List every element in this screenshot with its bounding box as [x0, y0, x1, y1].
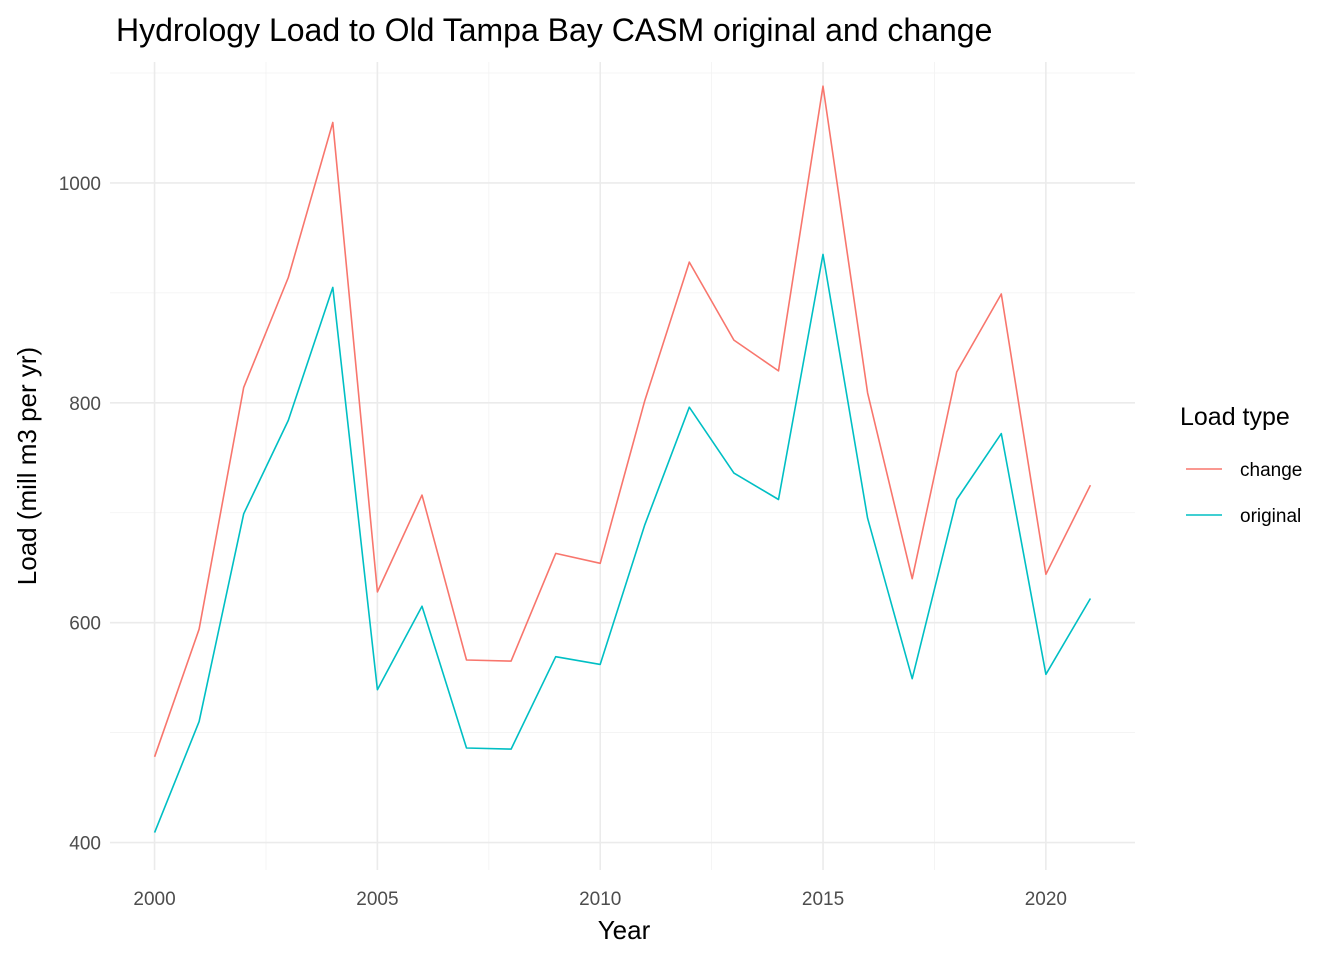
x-axis-title: Year [598, 915, 651, 945]
series-line-change [153, 85, 1092, 758]
y-axis-title: Load (mill m3 per yr) [12, 347, 42, 585]
grid-lines [110, 62, 1135, 870]
series-lines [153, 85, 1092, 833]
y-tick-label: 400 [69, 834, 101, 855]
legend-label-change: change [1240, 460, 1302, 481]
series-line-original [153, 253, 1092, 833]
x-tick-label: 2010 [579, 889, 621, 910]
y-tick-label: 600 [69, 614, 101, 635]
legend-label-original: original [1240, 506, 1301, 527]
y-tick-label: 800 [69, 394, 101, 415]
chart-title: Hydrology Load to Old Tampa Bay CASM ori… [116, 12, 992, 48]
legend-title: Load type [1180, 403, 1290, 431]
legend: Load type change original [1180, 403, 1302, 527]
y-tick-label: 1000 [59, 174, 101, 195]
x-axis-ticks: 2000 2005 2010 2015 2020 [133, 889, 1067, 910]
x-tick-label: 2015 [802, 889, 844, 910]
x-tick-label: 2000 [133, 889, 175, 910]
x-tick-label: 2005 [356, 889, 398, 910]
x-tick-label: 2020 [1025, 889, 1067, 910]
y-axis-ticks: 400 600 800 1000 [59, 174, 101, 855]
